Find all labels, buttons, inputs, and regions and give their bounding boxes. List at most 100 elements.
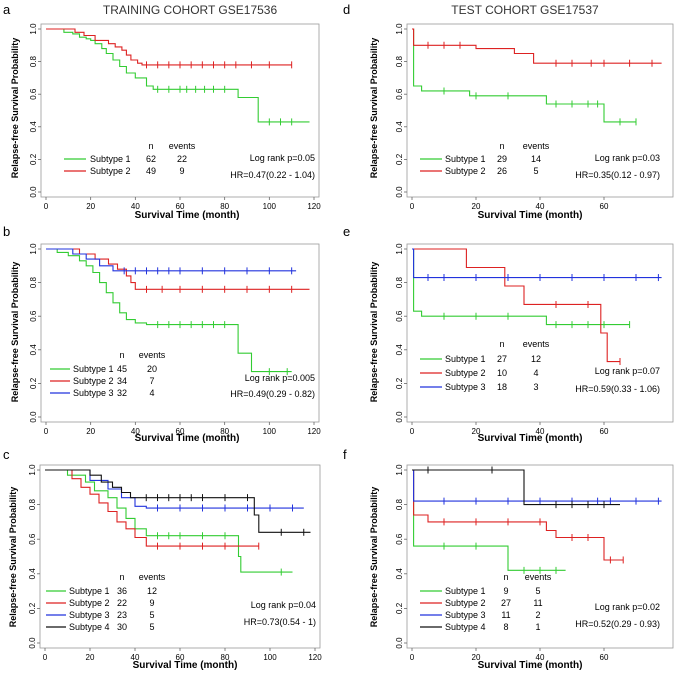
y-axis-label: Relapse-free Survival Probability (8, 487, 18, 628)
km-chart-e: e Relapse-free Survival Probability Surv… (340, 222, 675, 445)
legend-events: 5 (535, 586, 540, 596)
survival-curve-subtype-1 (412, 249, 630, 325)
y-axis-label: Relapse-free Survival Probability (369, 262, 379, 403)
legend-events: 22 (177, 154, 187, 164)
legend-events: 20 (147, 364, 157, 374)
survival-curve-subtype-2 (412, 29, 662, 63)
x-tick-label: 0 (44, 202, 49, 211)
y-tick-label: 1.0 (28, 464, 37, 476)
y-tick-label: 0.8 (29, 276, 38, 288)
x-tick-label: 0 (410, 427, 415, 436)
km-panel-e: e Relapse-free Survival Probability Surv… (340, 222, 675, 445)
x-tick-label: 60 (600, 653, 609, 662)
x-tick-label: 40 (131, 202, 140, 211)
legend-events: 12 (531, 354, 541, 364)
legend-subtype: Subtype 2 (445, 598, 486, 608)
chart-title: TEST COHORT GSE17537 (451, 3, 599, 17)
survival-curve-subtype-2 (46, 29, 292, 65)
y-tick-label: 1.0 (29, 243, 38, 255)
legend-events: 11 (533, 598, 542, 608)
x-tick-label: 40 (536, 427, 545, 436)
legend-events: 7 (149, 376, 154, 386)
legend-n: 10 (497, 368, 507, 378)
legend-subtype: Subtype 3 (73, 388, 114, 398)
legend-subtype: Subtype 3 (445, 610, 486, 620)
y-tick-label: 0.8 (395, 55, 404, 67)
y-tick-label: 0.6 (395, 533, 404, 545)
logrank-text: Log rank p=0.005 (245, 373, 315, 383)
y-tick-label: 0.0 (29, 411, 38, 423)
y-tick-label: 0.4 (395, 568, 404, 580)
legend-events: 5 (149, 622, 154, 632)
x-tick-label: 120 (308, 653, 322, 662)
y-tick-label: 0.2 (395, 153, 404, 165)
y-axis-label: Relapse-free Survival Probability (369, 38, 379, 179)
legend-row: Subtype 1 29 14 (420, 154, 541, 164)
km-panel-b: b Relapse-free Survival Probability Surv… (0, 222, 335, 445)
legend-table: n events Subtype 1 45 20 Subtype 2 34 7 … (50, 350, 166, 398)
y-tick-label: 1.0 (395, 23, 404, 35)
legend-events: 1 (535, 622, 540, 632)
legend-events: 9 (149, 598, 154, 608)
x-tick-label: 40 (536, 202, 545, 211)
legend-subtype: Subtype 2 (445, 166, 486, 176)
y-tick-label: 0.4 (29, 121, 38, 133)
survival-curve-subtype-4 (412, 470, 620, 505)
km-chart-a: a TRAINING COHORT GSE17536 Relapse-free … (0, 0, 335, 222)
y-tick-label: 0.8 (29, 55, 38, 67)
legend-header-n: n (499, 141, 504, 151)
legend-row: Subtype 2 27 11 (420, 598, 543, 608)
hr-text: HR=0.52(0.29 - 0.93) (575, 619, 660, 629)
legend-row: Subtype 2 10 4 (420, 368, 539, 378)
legend-row: Subtype 1 27 12 (420, 354, 541, 364)
y-tick-label: 0.8 (395, 276, 404, 288)
survival-curve-subtype-2 (46, 249, 310, 289)
y-axis: 0.0 0.2 0.4 0.6 0.8 1.0 (395, 464, 407, 649)
x-tick-label: 120 (307, 202, 321, 211)
legend-subtype: Subtype 1 (73, 364, 114, 374)
legend-events: 12 (147, 586, 157, 596)
legend-header-events: events (523, 339, 550, 349)
y-tick-label: 0.6 (395, 310, 404, 322)
legend-row: Subtype 3 23 5 (46, 610, 155, 620)
survival-curves (412, 467, 662, 574)
legend-n: 62 (146, 154, 156, 164)
km-panel-a: a TRAINING COHORT GSE17536 Relapse-free … (0, 0, 335, 222)
legend-header-events: events (169, 141, 196, 151)
legend-header-events: events (139, 572, 166, 582)
legend-row: Subtype 4 8 1 (420, 622, 541, 632)
x-axis-label: Survival Time (month) (478, 660, 583, 671)
legend-n: 49 (146, 166, 156, 176)
x-tick-label: 60 (600, 202, 609, 211)
y-tick-label: 0.4 (28, 568, 37, 580)
legend-events: 4 (533, 368, 538, 378)
legend-subtype: Subtype 2 (69, 598, 110, 608)
y-tick-label: 0.2 (28, 602, 37, 614)
legend-table: n events Subtype 1 27 12 Subtype 2 10 4 … (420, 339, 550, 392)
legend-subtype: Subtype 2 (90, 166, 131, 176)
legend-events: 3 (533, 382, 538, 392)
legend-header-n: n (503, 572, 508, 582)
survival-curve-subtype-3 (412, 470, 662, 501)
km-chart-c: c Relapse-free Survival Probability Surv… (0, 445, 335, 673)
km-chart-d: d TEST COHORT GSE17537 Relapse-free Surv… (340, 0, 675, 222)
legend-row: Subtype 1 45 20 (50, 364, 157, 374)
panel-letter: b (3, 224, 10, 239)
y-axis-label: Relapse-free Survival Probability (10, 262, 20, 403)
y-tick-label: 0.0 (28, 637, 37, 649)
legend-events: 5 (533, 166, 538, 176)
legend-header-n: n (148, 141, 153, 151)
legend-events: 4 (149, 388, 154, 398)
legend-header-n: n (499, 339, 504, 349)
y-tick-label: 0.0 (395, 186, 404, 198)
km-panel-f: f Relapse-free Survival Probability Surv… (340, 445, 675, 673)
legend-row: Subtype 2 49 9 (64, 166, 185, 176)
km-panel-d: d TEST COHORT GSE17537 Relapse-free Surv… (340, 0, 675, 222)
legend-row: Subtype 1 62 22 (64, 154, 187, 164)
x-tick-label: 20 (86, 653, 95, 662)
survival-curves (46, 29, 310, 125)
survival-curve-subtype-1 (412, 470, 566, 570)
survival-curve-subtype-3 (412, 249, 662, 278)
survival-curves (46, 249, 310, 375)
y-tick-label: 0.0 (29, 186, 38, 198)
